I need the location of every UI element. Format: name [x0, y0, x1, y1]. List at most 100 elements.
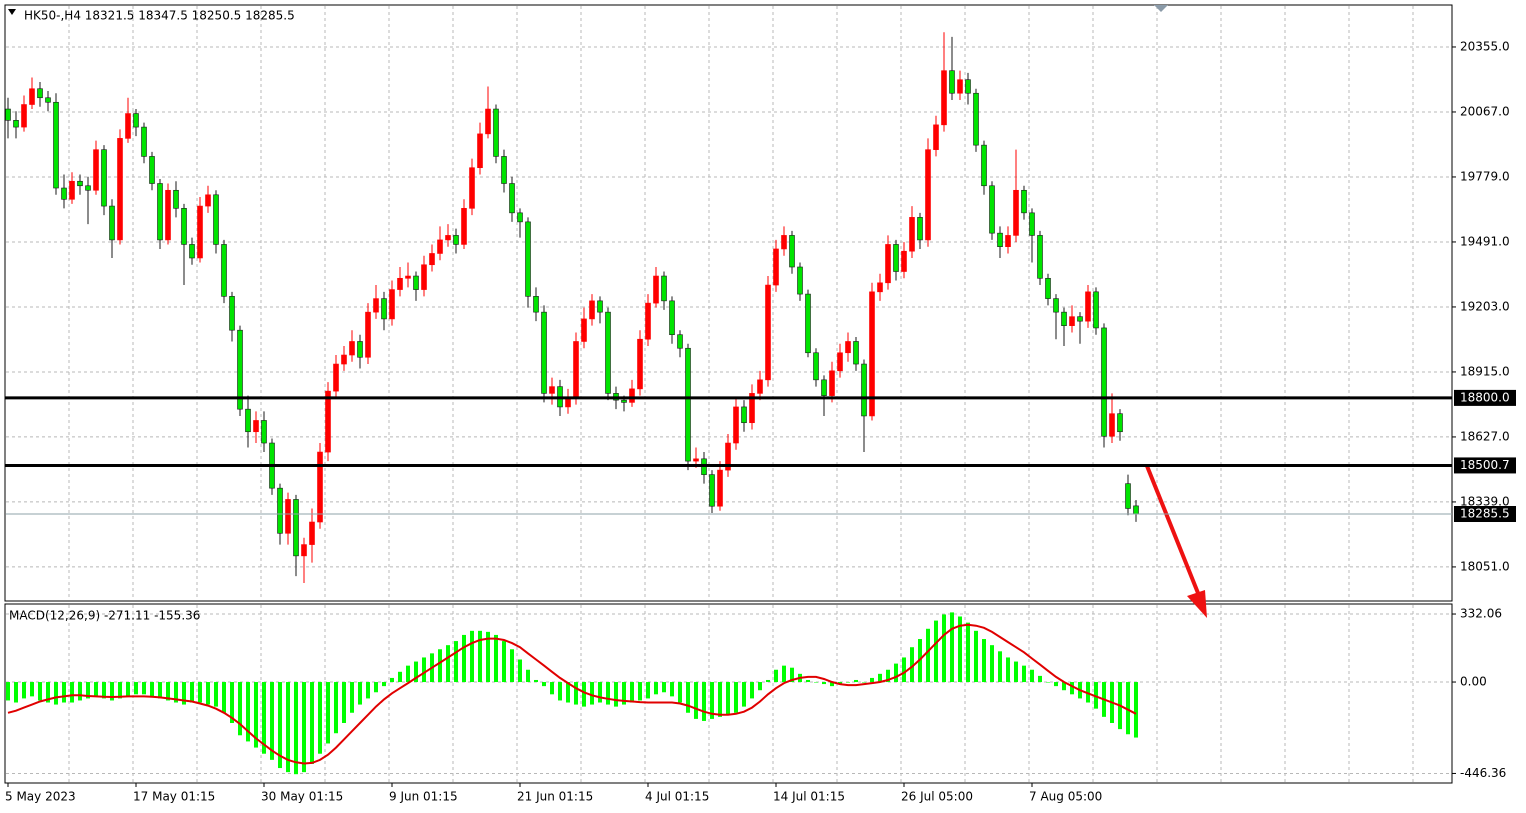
- level-label: 18800.0: [1460, 390, 1510, 404]
- macd-bar: [990, 645, 994, 683]
- macd-bar: [206, 682, 210, 705]
- candle-body: [1085, 291, 1091, 322]
- macd-bar: [1062, 682, 1066, 691]
- candle-body: [725, 442, 731, 471]
- candle-body: [1061, 311, 1067, 326]
- candle-body: [125, 113, 131, 139]
- macd-bar: [606, 682, 610, 705]
- candle-body: [101, 149, 107, 207]
- candle-body: [325, 390, 331, 453]
- candle-body: [1037, 235, 1043, 279]
- macd-bar: [374, 682, 378, 693]
- macd-bar: [510, 649, 514, 683]
- candle-body: [573, 341, 579, 399]
- candle-body: [157, 183, 163, 241]
- candle-body: [1013, 189, 1019, 236]
- macd-bar: [902, 657, 906, 683]
- macd-bar: [94, 682, 98, 697]
- candle-body: [629, 388, 635, 403]
- candle-body: [789, 235, 795, 268]
- candle-body: [285, 499, 291, 534]
- macd-bar: [30, 682, 34, 697]
- signal-line: [7, 623, 1137, 765]
- candle-body: [1109, 413, 1115, 437]
- macd-bar: [574, 682, 578, 705]
- macd-bar: [1006, 657, 1010, 683]
- candle-body: [437, 239, 443, 254]
- macd-bar: [782, 665, 786, 683]
- candle-body: [949, 70, 955, 94]
- macd-bar: [702, 682, 706, 721]
- macd-bar: [54, 682, 58, 705]
- macd-bar: [462, 634, 466, 683]
- candle-body: [205, 194, 211, 207]
- candle-body: [709, 474, 715, 507]
- macd-bar: [1054, 682, 1058, 687]
- macd-bar: [166, 682, 170, 701]
- macd-bar: [942, 614, 946, 683]
- macd-bar: [422, 657, 426, 683]
- candle-body: [461, 208, 467, 245]
- macd-bar: [350, 682, 354, 713]
- macd-bar: [726, 682, 730, 715]
- candle-body: [149, 156, 155, 184]
- macd-bar: [390, 677, 394, 683]
- macd-bar: [894, 663, 898, 683]
- candle-body: [245, 408, 251, 433]
- candle-body: [109, 205, 115, 241]
- macd-bar: [678, 682, 682, 703]
- candle-body: [773, 248, 779, 286]
- macd-bar: [654, 682, 658, 695]
- menu-icon[interactable]: [8, 9, 16, 15]
- candle-body: [525, 221, 531, 297]
- x-tick-label: 4 Jul 01:15: [645, 790, 709, 804]
- macd-bar: [1126, 682, 1130, 735]
- candle-body: [781, 235, 787, 250]
- macd-bar: [926, 628, 930, 683]
- macd-panel: [4, 603, 1453, 784]
- candle-body: [261, 420, 267, 444]
- macd-bar: [86, 682, 90, 699]
- candle-body: [1029, 212, 1035, 236]
- candle-body: [1069, 316, 1075, 326]
- candle-body: [349, 341, 355, 356]
- macd-bar: [134, 682, 138, 695]
- macd-bar: [598, 682, 602, 703]
- candle-body: [581, 318, 587, 342]
- macd-bar: [14, 682, 18, 703]
- y-tick-label: 18627.0: [1460, 429, 1510, 443]
- macd-bar: [278, 682, 282, 769]
- candle-body: [357, 341, 363, 358]
- macd-bar: [478, 630, 482, 683]
- macd-bar: [886, 669, 890, 683]
- candle-body: [413, 275, 419, 290]
- macd-bar: [214, 682, 218, 707]
- candle-body: [597, 300, 603, 313]
- candle-body: [957, 79, 963, 94]
- candle-body: [541, 311, 547, 394]
- macd-bar: [190, 682, 194, 703]
- plot: [5, 32, 1139, 775]
- macd-bar: [150, 682, 154, 697]
- macd-bar: [310, 682, 314, 764]
- candle-body: [1125, 483, 1131, 509]
- last-price-box: [1454, 506, 1516, 523]
- macd-bar: [870, 677, 874, 683]
- candle-body: [69, 180, 75, 200]
- x-tick-label: 26 Jul 05:00: [901, 790, 973, 804]
- candle-body: [29, 88, 35, 105]
- macd-bar: [1046, 682, 1050, 683]
- macd-bar: [38, 682, 42, 701]
- macd-bar: [590, 682, 594, 705]
- macd-bar: [542, 682, 546, 687]
- candle-body: [133, 113, 139, 128]
- macd-bar: [318, 682, 322, 754]
- macd-bar: [910, 647, 914, 683]
- candle-body: [485, 108, 491, 135]
- macd-bar: [766, 679, 770, 683]
- macd-bar: [526, 669, 530, 683]
- macd-bar: [662, 682, 666, 693]
- x-tick-label: 30 May 01:15: [261, 790, 343, 804]
